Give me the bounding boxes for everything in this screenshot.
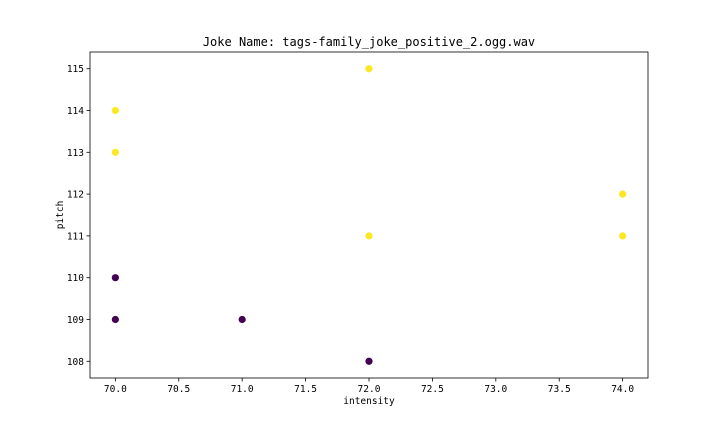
y-tick-label: 113 xyxy=(67,148,84,159)
data-point xyxy=(111,106,119,115)
data-point xyxy=(111,315,119,324)
x-tick-label: 72.5 xyxy=(421,384,444,395)
x-tick-label: 70.0 xyxy=(104,384,127,395)
y-tick-label: 109 xyxy=(67,315,84,326)
data-point xyxy=(365,357,373,365)
data-point xyxy=(365,232,373,240)
plot-area: 70.0 70.5 71.0 71.5 72.0 72.5 73.0 73.5 74.0 108 1… xyxy=(67,51,649,395)
x-tick-label: 74.0 xyxy=(611,384,634,395)
y-axis-label: pitch xyxy=(55,201,66,230)
y-tick-label: 115 xyxy=(67,64,84,75)
data-point xyxy=(365,65,373,73)
data-point xyxy=(619,232,627,240)
x-tick-label: 73.5 xyxy=(548,384,571,395)
plot-frame xyxy=(89,51,649,379)
data-point xyxy=(111,148,119,156)
data-point xyxy=(111,274,119,282)
x-tick-label: 71.0 xyxy=(231,384,254,395)
x-tick-label: 72.0 xyxy=(358,384,381,395)
y-tick-label: 110 xyxy=(67,273,84,284)
data-point xyxy=(619,190,627,198)
data-point xyxy=(238,315,246,324)
x-tick-label: 70.5 xyxy=(167,384,190,395)
x-tick-label: 73.0 xyxy=(484,384,507,395)
x-axis-label: intensity xyxy=(343,396,395,407)
x-tick-label: 71.5 xyxy=(294,384,317,395)
y-tick-label: 111 xyxy=(67,231,84,242)
y-tick-label: 114 xyxy=(67,106,84,117)
y-tick-label: 108 xyxy=(67,357,84,368)
chart-title: Joke Name: tags-family_joke_positive_2.o… xyxy=(203,35,535,49)
y-tick-label: 112 xyxy=(67,190,84,201)
